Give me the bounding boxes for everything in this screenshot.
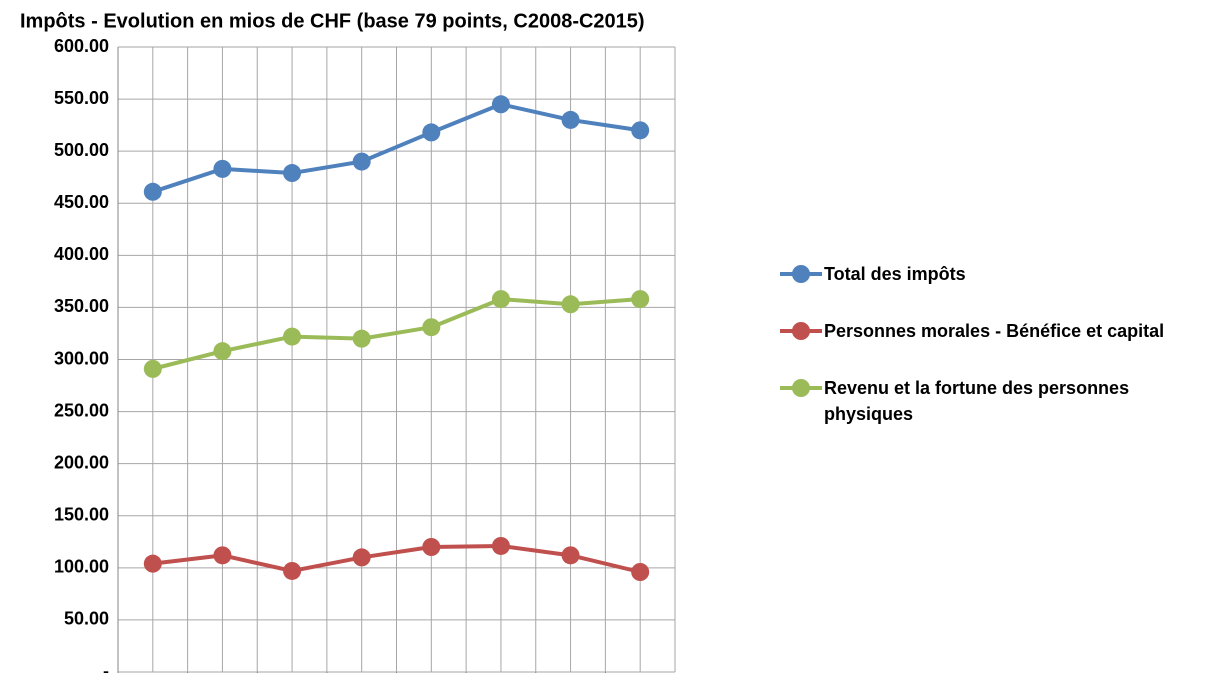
legend-label: Personnes morales - Bénéfice et capital (824, 321, 1165, 341)
y-tick-label: 400.00 (54, 244, 109, 264)
legend-label: Revenu et la fortune des personnes physi… (824, 378, 1130, 424)
series-line (152, 543, 641, 574)
legend-marker (792, 265, 810, 283)
data-point (631, 290, 650, 309)
legend-entry: Personnes morales - Bénéfice et capital (780, 315, 1216, 372)
y-tick-label: 300.00 (54, 348, 109, 368)
series-line (152, 102, 641, 194)
legend-label: Total des impôts (824, 264, 966, 284)
data-point (491, 290, 510, 309)
data-point (143, 182, 162, 201)
y-tick-label: 550.00 (54, 88, 109, 108)
data-point (213, 159, 232, 178)
data-point (491, 95, 510, 114)
data-point (352, 548, 371, 567)
data-point (352, 152, 371, 171)
data-point (283, 164, 302, 183)
data-point (491, 536, 510, 555)
data-point (422, 538, 441, 556)
chart-title: Impôts - Evolution en mios de CHF (base … (20, 10, 645, 32)
y-tick-label: 100.00 (54, 557, 109, 577)
data-point (213, 546, 232, 565)
data-point (561, 546, 580, 565)
y-tick-label: 350.00 (54, 296, 109, 316)
y-tick-label: 500.00 (54, 140, 109, 160)
data-point (561, 110, 580, 129)
data-point (213, 342, 232, 361)
legend-key (780, 322, 822, 340)
data-point (422, 123, 441, 142)
data-point (283, 327, 302, 346)
data-point (631, 121, 650, 140)
series-line (152, 297, 641, 371)
legend-entry: Total des impôts (780, 258, 1216, 315)
y-tick-label: 150.00 (54, 505, 109, 525)
data-point (631, 563, 650, 581)
data-point (352, 329, 371, 348)
legend-entry: Revenu et la fortune des personnes physi… (780, 372, 1216, 429)
data-point (283, 561, 302, 580)
data-point (561, 295, 580, 314)
legend-key (780, 265, 822, 283)
y-tick-label: 200.00 (54, 452, 109, 472)
y-tick-label: 450.00 (54, 192, 109, 212)
legend: Total des impôts Personnes morales - Béné… (780, 258, 1216, 429)
data-point (143, 554, 162, 573)
y-tick-label: 600.00 (54, 36, 109, 56)
legend-marker (792, 322, 810, 340)
y-tick-label: 250.00 (54, 400, 109, 420)
legend-key (780, 379, 822, 397)
data-point (422, 318, 441, 337)
data-point (143, 359, 162, 378)
y-tick-label: - (103, 661, 109, 673)
y-tick-label: 50.00 (64, 609, 109, 629)
legend-marker (792, 379, 810, 397)
